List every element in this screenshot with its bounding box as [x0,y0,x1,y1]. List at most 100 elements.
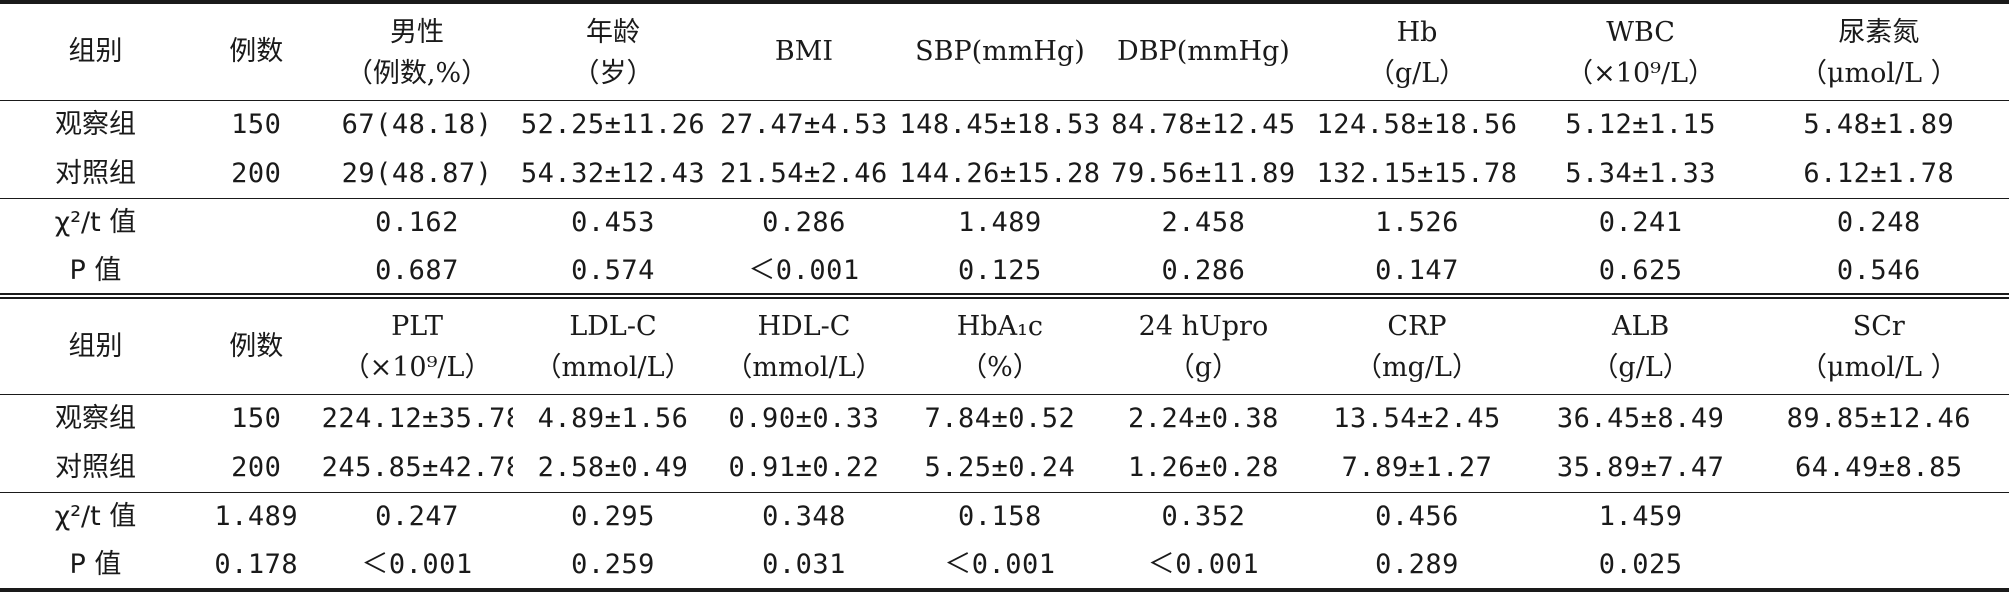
column-header-unit: （岁） [572,57,654,89]
group-label: 观察组 [0,99,191,149]
table-cell: 148.45±18.53 [894,99,1106,149]
table-cell: 0.348 [713,491,895,541]
table-cell: 79.56±11.89 [1111,157,1296,189]
column-header-name: 24 hUpro [1138,311,1269,343]
stat-row: χ²/t 值 0.162 0.453 0.286 1.489 2.458 1.526 0.24… [0,197,2009,247]
table-cell: 0.147 [1375,254,1459,286]
column-header: SBP(mmHg) [894,0,1106,100]
column-header: 组别 [0,0,191,100]
table-cell: 0.286 [1161,254,1246,286]
column-header-unit: （mg/L） [1355,352,1479,384]
column-header-unit: （g） [1167,352,1240,384]
table-cell: ＜0.001 [748,254,860,286]
table-cell: 5.34±1.33 [1565,157,1716,189]
table-cell: 84.78±12.45 [1105,99,1302,149]
column-header: 组别 [0,293,191,394]
column-header-name: CRP [1387,311,1447,343]
table-cell: 0.453 [512,197,714,247]
column-header-unit: （×10⁹/L） [1566,57,1716,89]
table-cell: 52.25±11.26 [512,99,714,149]
column-header-name: DBP(mmHg) [1117,36,1290,68]
column-header-name: 男性 [390,16,445,48]
table-cell: 0.574 [571,254,655,286]
table-cell: 2.58±0.49 [537,451,689,483]
column-header: LDL-C （mmol/L） [512,293,714,394]
table-cell [1748,541,2009,592]
table-cell: 1.459 [1532,491,1749,541]
table-cell: ＜0.001 [894,541,1106,592]
column-header-name: Hb [1396,16,1438,48]
table-cell: 5.48±1.89 [1748,99,2009,149]
table-cell: 67(48.18) [321,99,513,149]
table-cell: 89.85±12.46 [1748,393,2009,443]
table-cell: 0.295 [512,491,714,541]
table-cell: 0.289 [1301,541,1533,592]
column-header-name: 例数 [229,330,284,362]
table-cell: 5.25±0.24 [924,451,1076,483]
stat-label: χ²/t 值 [0,197,191,247]
table-row: 对照组 200 29(48.87) 54.32±12.43 21.54±2.46 144.… [0,149,2009,198]
table-cell: 2.24±0.38 [1105,393,1302,443]
table-cell: 0.687 [375,254,459,286]
section1-header-row: 组别 例数 男性 （例数,%） 年龄 （岁） BMI SBP(mmHg) DBP(mmHg) Hb… [0,0,2009,100]
group-label: 对照组 [54,451,136,483]
column-header-unit: （μmol/L ） [1799,352,1958,384]
column-header: HbA₁c （%） [894,293,1106,394]
group-label: 观察组 [0,393,191,443]
column-header: Hb （g/L） [1301,0,1533,100]
section2-header-row: 组别 例数 PLT （×10⁹/L） LDL-C （mmol/L） HDL-C （mmol/L… [0,293,2009,394]
table-cell: 6.12±1.78 [1803,157,1955,189]
table-cell: 0.162 [321,197,513,247]
table-cell: 29(48.87) [341,157,493,189]
table-cell: 224.12±35.78 [321,393,513,443]
column-header-unit: （×10⁹/L） [342,352,492,384]
column-header: BMI [713,0,895,100]
column-header-name: 组别 [68,330,123,362]
column-header-unit: （%） [960,352,1040,384]
table-cell: 144.26±15.28 [899,157,1101,189]
table-cell: 150 [190,99,322,149]
column-header-unit: （例数,%） [345,57,489,89]
table-cell: 21.54±2.46 [720,157,888,189]
stat-label: P 值 [0,541,191,592]
table-cell: 0.158 [894,491,1106,541]
table-cell: 0.352 [1105,491,1302,541]
column-header-unit: （g/L） [1591,352,1690,384]
column-header: 尿素氮 （μmol/L ） [1748,0,2009,100]
table-cell: 54.32±12.43 [520,157,706,189]
table-cell: 0.248 [1748,197,2009,247]
table-cell: 36.45±8.49 [1532,393,1749,443]
column-header-name: 组别 [68,36,123,68]
table-cell: 0.178 [190,541,322,592]
column-header-name: PLT [391,311,443,343]
column-header-unit: （g/L） [1367,57,1467,89]
table-cell: 0.031 [713,541,895,592]
table-cell: 5.12±1.15 [1532,99,1749,149]
column-header-name: HbA₁c [956,311,1044,343]
column-header-name: SBP(mmHg) [915,36,1085,68]
table-cell: 1.526 [1301,197,1533,247]
column-header-unit: （mmol/L） [534,352,692,384]
table-cell: 0.025 [1532,541,1749,592]
table-cell: 1.489 [190,491,322,541]
table-cell: 132.15±15.78 [1316,157,1518,189]
column-header: HDL-C （mmol/L） [713,293,895,394]
column-header-name: SCr [1852,311,1905,343]
table-cell: 0.247 [321,491,513,541]
table-cell: 7.84±0.52 [894,393,1106,443]
column-header-unit: （μmol/L ） [1799,57,1958,89]
column-header: DBP(mmHg) [1105,0,1302,100]
table-cell [190,197,322,247]
column-header: 年龄 （岁） [512,0,714,100]
table-cell: 0.91±0.22 [728,451,880,483]
column-header: 24 hUpro （g） [1105,293,1302,394]
stat-row: P 值 0.178 ＜0.001 0.259 0.031 ＜0.001 ＜0.001 0.28… [0,541,2009,592]
table-cell: 27.47±4.53 [713,99,895,149]
table-cell: 200 [231,451,282,483]
table-cell: 0.546 [1836,254,1921,286]
table-cell: 0.456 [1301,491,1533,541]
stat-row: χ²/t 值 1.489 0.247 0.295 0.348 0.158 0.352 0.45… [0,491,2009,541]
table-cell: 0.286 [713,197,895,247]
